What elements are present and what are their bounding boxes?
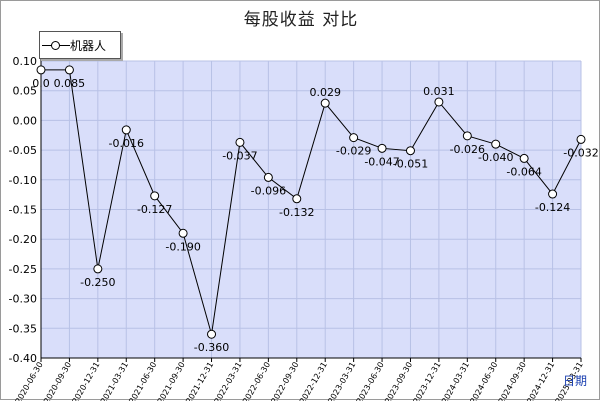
data-point — [520, 154, 528, 162]
y-tick-label: -0.10 — [9, 174, 37, 187]
y-tick-label: -0.15 — [9, 204, 37, 217]
data-point — [122, 126, 130, 134]
data-point — [321, 99, 329, 107]
x-tick-label: 2021-12-31 — [184, 361, 215, 401]
data-point — [236, 138, 244, 146]
data-point — [463, 132, 471, 140]
data-label: -0.051 — [393, 158, 428, 171]
x-tick-label: 2021-03-31 — [99, 361, 130, 401]
data-label: -0.124 — [535, 201, 570, 214]
data-point — [378, 144, 386, 152]
x-tick-label: 2022-06-30 — [241, 361, 272, 401]
x-tick-label: 2020-06-30 — [14, 361, 45, 401]
data-label: -0.127 — [137, 203, 172, 216]
data-point — [179, 229, 187, 237]
x-tick-label: 2023-09-30 — [383, 361, 414, 401]
y-tick-label: -0.05 — [9, 144, 37, 157]
data-point — [435, 98, 443, 106]
x-tick-label: 2022-03-31 — [213, 361, 244, 401]
data-point — [406, 147, 414, 155]
data-label: -0.037 — [222, 149, 257, 162]
x-tick-label: 2024-03-31 — [440, 361, 471, 401]
data-point — [151, 192, 159, 200]
data-label: -0.360 — [194, 341, 229, 354]
data-point — [293, 195, 301, 203]
data-label: 0.031 — [423, 85, 455, 98]
data-label: 0.0 — [32, 77, 50, 90]
x-tick-label: 2023-03-31 — [326, 361, 357, 401]
x-tick-label: 2021-09-30 — [156, 361, 187, 401]
x-tick-label: 2024-12-31 — [525, 361, 556, 401]
y-tick-label: -0.25 — [9, 263, 37, 276]
x-tick-label: 2022-12-31 — [298, 361, 329, 401]
data-label: -0.096 — [251, 184, 286, 197]
x-tick-label: 2024-09-30 — [497, 361, 528, 401]
data-point — [549, 190, 557, 198]
legend: 机器人 — [39, 31, 121, 59]
y-tick-label: 0.10 — [13, 55, 38, 68]
x-tick-label: 2020-12-31 — [71, 361, 102, 401]
x-tick-label: 2020-09-30 — [42, 361, 73, 401]
y-tick-label: -0.20 — [9, 233, 37, 246]
x-tick-label: 2024-06-30 — [468, 360, 499, 401]
legend-label: 机器人 — [70, 37, 106, 54]
data-label: -0.016 — [109, 137, 144, 150]
y-tick-label: -0.30 — [9, 293, 37, 306]
data-label: -0.064 — [506, 165, 541, 178]
data-point — [577, 135, 585, 143]
y-tick-label: -0.35 — [9, 322, 37, 335]
y-tick-label: 0.00 — [13, 114, 38, 127]
x-tick-label: 2023-12-31 — [412, 361, 443, 401]
data-label: -0.190 — [165, 240, 200, 253]
data-label: -0.040 — [478, 151, 513, 164]
data-label: -0.032 — [563, 146, 598, 159]
data-label: -0.250 — [80, 276, 115, 289]
data-point — [65, 66, 73, 74]
x-tick-label: 2023-06-30 — [355, 361, 386, 401]
data-point — [492, 140, 500, 148]
x-axis-label: 日期 — [563, 372, 587, 389]
data-label: 0.085 — [54, 77, 86, 90]
data-point — [37, 66, 45, 74]
data-label: 0.029 — [309, 86, 341, 99]
legend-marker-icon — [42, 37, 70, 53]
x-tick-label: 2021-06-30 — [127, 361, 158, 401]
data-point — [94, 265, 102, 273]
data-point — [350, 134, 358, 142]
x-tick-label: 2022-09-30 — [269, 361, 300, 401]
data-point — [264, 173, 272, 181]
y-tick-label: -0.40 — [9, 352, 37, 365]
data-label: -0.132 — [279, 206, 314, 219]
data-point — [208, 330, 216, 338]
